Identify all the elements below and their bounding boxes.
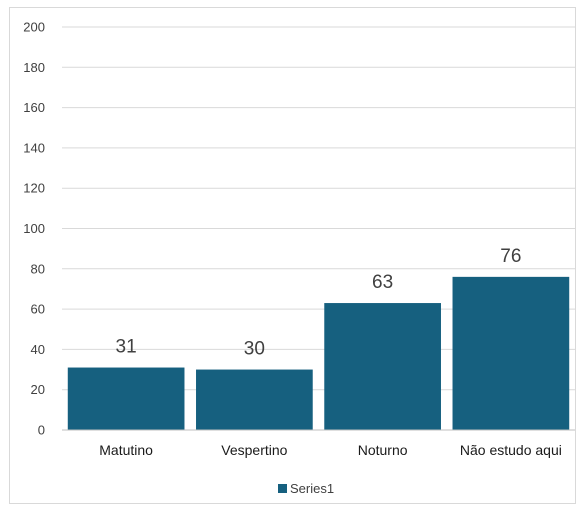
data-label-4: 76 <box>500 246 521 267</box>
data-label-1: 31 <box>116 337 137 358</box>
y-tick-label-60: 60 <box>31 302 45 317</box>
category-label-4: Não estudo aqui <box>460 442 562 458</box>
y-axis-tick-labels: 0 20 40 60 80 100 120 140 160 180 200 <box>23 20 45 438</box>
y-tick-label-40: 40 <box>31 342 45 357</box>
y-tick-label-80: 80 <box>31 261 45 276</box>
y-tick-label-160: 160 <box>23 100 45 115</box>
y-tick-label-120: 120 <box>23 181 45 196</box>
y-tick-label-20: 20 <box>31 382 45 397</box>
data-label-3: 63 <box>372 272 393 293</box>
category-label-1: Matutino <box>99 442 153 458</box>
bar-1 <box>67 367 185 430</box>
bar-3 <box>324 303 441 430</box>
y-tick-label-180: 180 <box>23 60 45 75</box>
data-labels: 31 30 63 76 <box>116 246 522 360</box>
legend-swatch-series1 <box>278 484 287 493</box>
legend-label-series1: Series1 <box>290 481 334 496</box>
bars <box>67 276 570 430</box>
y-tick-label-100: 100 <box>23 221 45 236</box>
bar-2 <box>196 369 313 430</box>
y-tick-label-140: 140 <box>23 140 45 155</box>
data-label-2: 30 <box>244 339 265 360</box>
category-label-3: Noturno <box>358 442 408 458</box>
y-tick-label-200: 200 <box>23 20 45 35</box>
legend: Series1 <box>278 481 334 496</box>
bar-4 <box>452 276 570 430</box>
y-tick-label-0: 0 <box>38 423 45 438</box>
category-label-2: Vespertino <box>221 442 287 458</box>
x-axis-category-labels: Matutino Vespertino Noturno Não estudo aqui <box>99 442 562 458</box>
